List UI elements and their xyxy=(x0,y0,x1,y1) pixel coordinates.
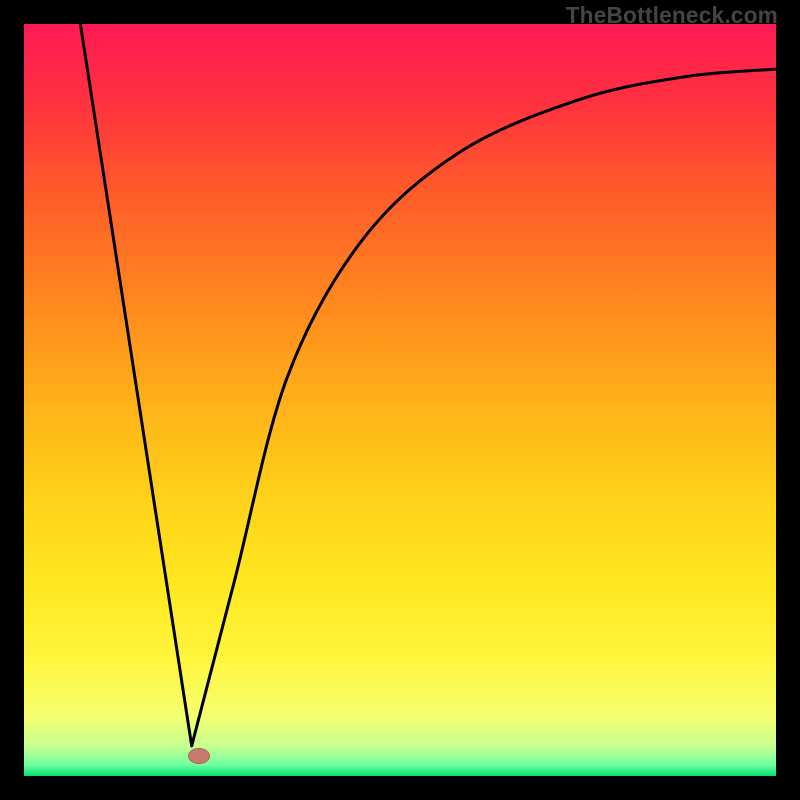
bottleneck-curve xyxy=(24,24,776,776)
watermark-text: TheBottleneck.com xyxy=(566,2,778,29)
chart-stage: TheBottleneck.com xyxy=(0,0,800,800)
plot-frame xyxy=(24,24,776,776)
